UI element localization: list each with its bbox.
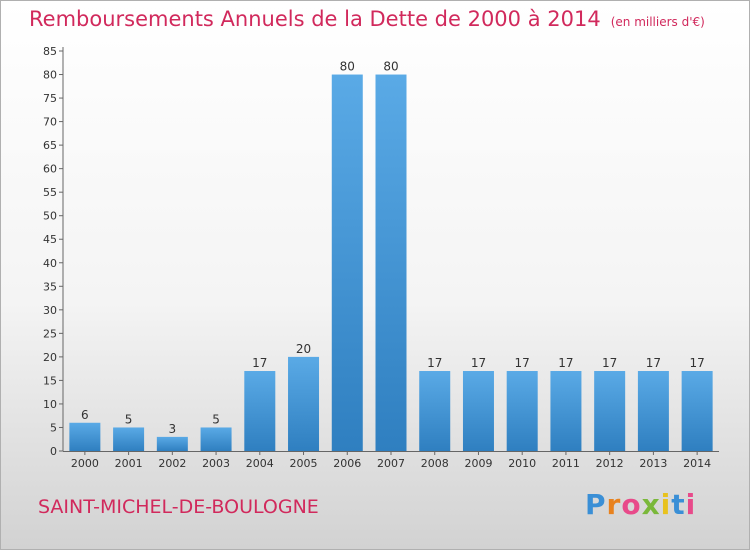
- chart-title-text: Remboursements Annuels de la Dette de 20…: [29, 7, 601, 31]
- y-tick-label: 20: [43, 351, 57, 364]
- x-tick-label: 2014: [683, 457, 711, 470]
- bar: [462, 371, 494, 451]
- x-tick-label: 2011: [552, 457, 580, 470]
- bar-value-label: 17: [602, 356, 617, 370]
- bar: [375, 74, 407, 451]
- bar: [69, 422, 101, 451]
- logo-letter: P: [585, 488, 607, 521]
- bar: [594, 371, 626, 451]
- bar: [637, 371, 669, 451]
- bar-value-label: 17: [252, 356, 267, 370]
- bar-value-label: 17: [471, 356, 486, 370]
- chart-unit: (en milliers d'€): [610, 15, 705, 29]
- y-tick-label: 40: [43, 257, 57, 270]
- x-tick-label: 2003: [202, 457, 230, 470]
- bar: [331, 74, 363, 451]
- y-tick-label: 50: [43, 210, 57, 223]
- proxiti-logo: Proxiti: [585, 488, 696, 521]
- logo-letter: x: [641, 488, 661, 521]
- bar-value-label: 20: [296, 342, 311, 356]
- bar-value-label: 17: [515, 356, 530, 370]
- bar: [550, 371, 582, 451]
- bar: [244, 371, 276, 451]
- bar-value-label: 17: [427, 356, 442, 370]
- y-tick-label: 85: [43, 45, 57, 58]
- y-tick-label: 15: [43, 374, 57, 387]
- y-tick-label: 35: [43, 280, 57, 293]
- bar: [200, 427, 232, 451]
- bar: [156, 436, 188, 451]
- y-tick-label: 65: [43, 139, 57, 152]
- y-tick-label: 30: [43, 304, 57, 317]
- y-tick-label: 70: [43, 116, 57, 129]
- x-tick-label: 2008: [421, 457, 449, 470]
- bar: [681, 371, 713, 451]
- logo-letter: r: [606, 488, 622, 521]
- bar: [419, 371, 451, 451]
- logo-letter: i: [660, 488, 672, 521]
- x-tick-label: 2007: [377, 457, 405, 470]
- x-tick-label: 2000: [71, 457, 99, 470]
- bar-value-label: 17: [646, 356, 661, 370]
- x-tick-label: 2009: [464, 457, 492, 470]
- bar-value-label: 6: [81, 408, 89, 422]
- y-tick-label: 80: [43, 69, 57, 82]
- bar: [506, 371, 538, 451]
- y-tick-label: 10: [43, 398, 57, 411]
- bar: [113, 427, 145, 451]
- y-tick-label: 5: [50, 421, 57, 434]
- logo-letter: o: [621, 488, 642, 521]
- bar: [288, 356, 320, 451]
- x-tick-label: 2005: [290, 457, 318, 470]
- y-tick-label: 75: [43, 92, 57, 105]
- bar-value-label: 5: [212, 412, 220, 426]
- x-tick-label: 2012: [596, 457, 624, 470]
- chart-title: Remboursements Annuels de la Dette de 20…: [29, 7, 705, 31]
- x-tick-label: 2001: [115, 457, 143, 470]
- bar-value-label: 3: [169, 422, 177, 436]
- logo-letter: t: [671, 488, 686, 521]
- x-tick-label: 2006: [333, 457, 361, 470]
- bar-value-label: 80: [340, 60, 355, 74]
- y-tick-label: 45: [43, 233, 57, 246]
- logo-letter: i: [685, 488, 697, 521]
- y-tick-label: 55: [43, 186, 57, 199]
- x-tick-label: 2002: [158, 457, 186, 470]
- bar-value-label: 17: [558, 356, 573, 370]
- y-tick-label: 60: [43, 163, 57, 176]
- x-tick-label: 2004: [246, 457, 274, 470]
- y-tick-label: 25: [43, 327, 57, 340]
- bar-value-label: 5: [125, 412, 133, 426]
- y-tick-label: 0: [50, 445, 57, 458]
- commune-name: SAINT-MICHEL-DE-BOULOGNE: [38, 496, 319, 518]
- bar-value-label: 80: [383, 60, 398, 74]
- x-tick-label: 2010: [508, 457, 536, 470]
- bar-value-label: 17: [689, 356, 704, 370]
- x-tick-label: 2013: [639, 457, 667, 470]
- chart-bars: 6 5 3 5 17 20 80 80 17 17 17 17 17 17 17: [69, 60, 713, 451]
